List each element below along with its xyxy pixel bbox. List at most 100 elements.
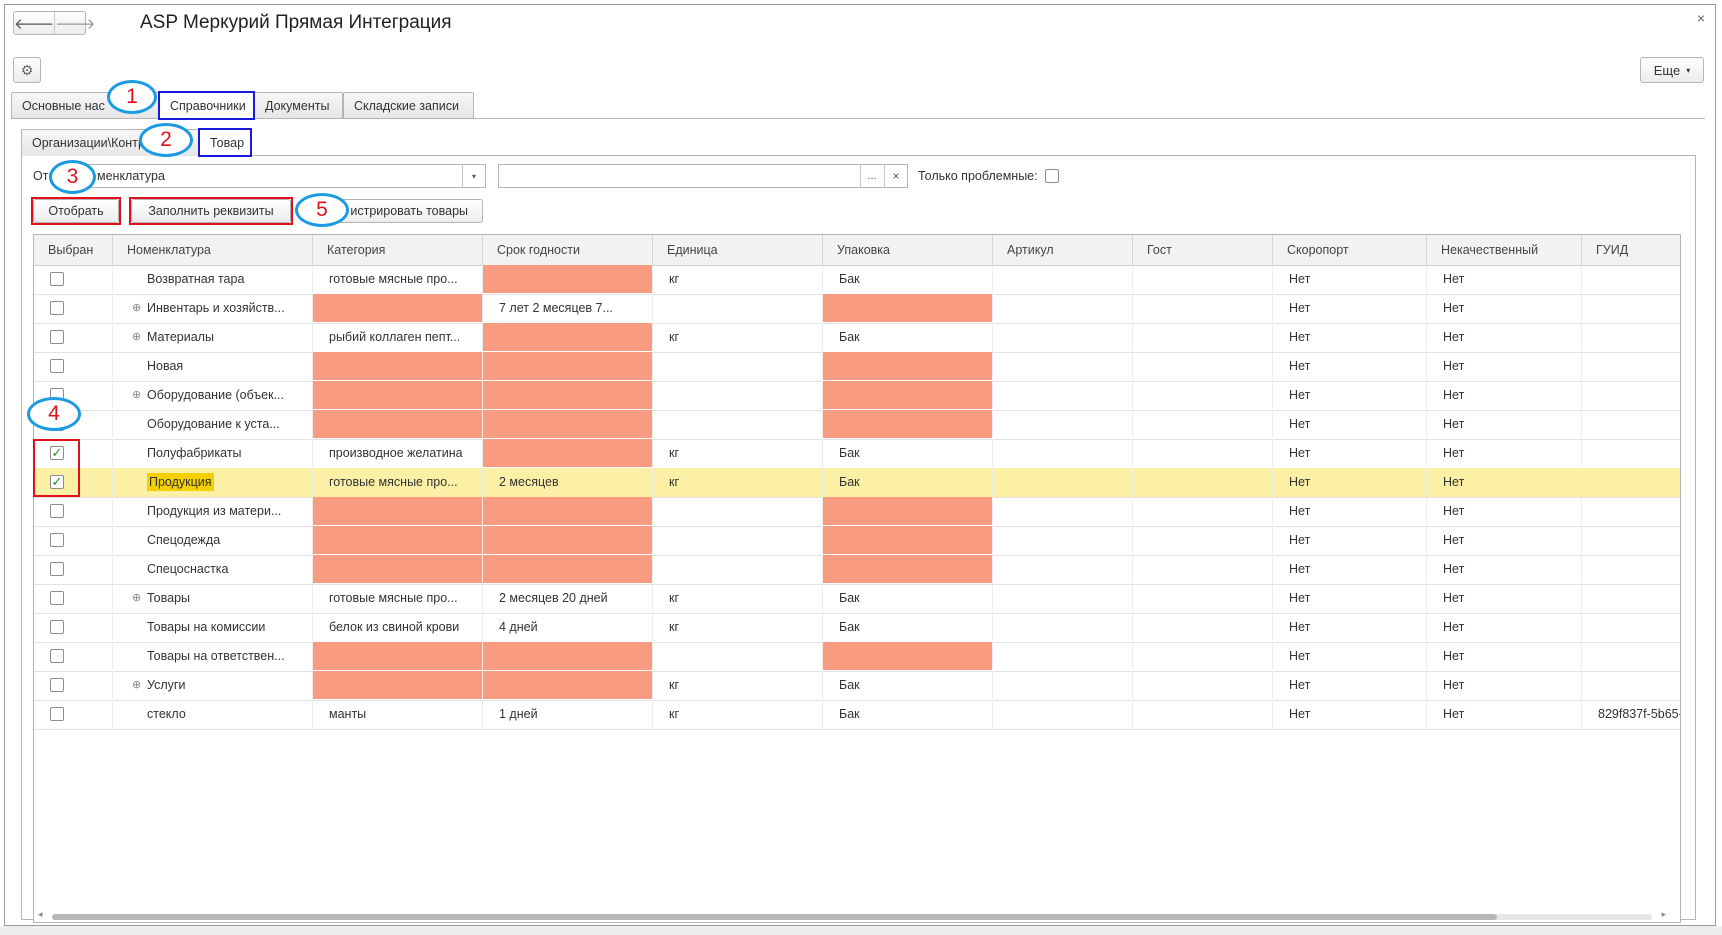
- cell-category[interactable]: [313, 294, 483, 322]
- cell-guid[interactable]: [1582, 468, 1680, 496]
- cell-defective[interactable]: Нет: [1427, 700, 1582, 728]
- cell-nomenclature[interactable]: стекло: [113, 700, 313, 728]
- horizontal-scrollbar[interactable]: ◂ ▸: [38, 909, 1666, 920]
- cell-perishable[interactable]: Нет: [1273, 323, 1427, 351]
- select-button[interactable]: Отобрать: [33, 199, 119, 223]
- cell-article[interactable]: [993, 294, 1133, 322]
- cell-perishable[interactable]: Нет: [1273, 294, 1427, 322]
- cell-shelf-life[interactable]: 2 месяцев 20 дней: [483, 584, 653, 612]
- row-checkbox[interactable]: [50, 620, 64, 634]
- cell-category[interactable]: готовые мясные про...: [313, 265, 483, 293]
- cell-gost[interactable]: [1133, 381, 1273, 409]
- close-icon[interactable]: ×: [1697, 10, 1706, 26]
- cell-unit[interactable]: кг: [653, 439, 823, 467]
- cell-shelf-life[interactable]: [483, 555, 653, 583]
- cell-package[interactable]: Бак: [823, 439, 993, 467]
- cell-gost[interactable]: [1133, 584, 1273, 612]
- forward-arrow-icon[interactable]: 🡒: [54, 12, 95, 34]
- cell-shelf-life[interactable]: [483, 352, 653, 380]
- cell-article[interactable]: [993, 555, 1133, 583]
- cell-gost[interactable]: [1133, 265, 1273, 293]
- expand-plus-icon[interactable]: ⊕: [132, 389, 142, 401]
- row-checkbox[interactable]: [50, 359, 64, 373]
- cell-shelf-life[interactable]: [483, 642, 653, 670]
- cell-defective[interactable]: Нет: [1427, 352, 1582, 380]
- row-checkbox[interactable]: ✓: [50, 474, 64, 489]
- cell-nomenclature[interactable]: Возвратная тара: [113, 265, 313, 293]
- cell-perishable[interactable]: Нет: [1273, 468, 1427, 496]
- cell-category[interactable]: [313, 352, 483, 380]
- table-row[interactable]: Оборудование к уста... Нет Нет: [34, 410, 1680, 440]
- cell-category[interactable]: [313, 410, 483, 438]
- cell-nomenclature[interactable]: Оборудование к уста...: [113, 410, 313, 438]
- cell-gost[interactable]: [1133, 410, 1273, 438]
- row-checkbox[interactable]: [50, 649, 64, 663]
- cell-category[interactable]: готовые мясные про...: [313, 584, 483, 612]
- cell-category[interactable]: готовые мясные про...: [313, 468, 483, 496]
- cell-package[interactable]: [823, 526, 993, 554]
- cell-shelf-life[interactable]: [483, 323, 653, 351]
- row-checkbox[interactable]: [50, 272, 64, 286]
- cell-article[interactable]: [993, 352, 1133, 380]
- cell-perishable[interactable]: Нет: [1273, 700, 1427, 728]
- cell-defective[interactable]: Нет: [1427, 613, 1582, 641]
- cell-perishable[interactable]: Нет: [1273, 410, 1427, 438]
- cell-guid[interactable]: 829f837f-5b65-489: [1582, 700, 1680, 728]
- cell-category[interactable]: [313, 555, 483, 583]
- cell-category[interactable]: [313, 497, 483, 525]
- cell-unit[interactable]: кг: [653, 323, 823, 351]
- cell-package[interactable]: Бак: [823, 700, 993, 728]
- cell-package[interactable]: [823, 555, 993, 583]
- tab-warehouse-records[interactable]: Складские записи: [343, 92, 474, 118]
- cell-perishable[interactable]: Нет: [1273, 613, 1427, 641]
- expand-plus-icon[interactable]: ⊕: [132, 331, 142, 343]
- cell-article[interactable]: [993, 700, 1133, 728]
- cell-package[interactable]: Бак: [823, 671, 993, 699]
- cell-guid[interactable]: [1582, 410, 1680, 438]
- table-row[interactable]: Новая Нет Нет: [34, 352, 1680, 382]
- cell-unit[interactable]: [653, 555, 823, 583]
- clear-icon[interactable]: ×: [884, 165, 907, 187]
- cell-article[interactable]: [993, 439, 1133, 467]
- cell-category[interactable]: манты: [313, 700, 483, 728]
- cell-nomenclature[interactable]: ⊕ Оборудование (объек...: [113, 381, 313, 409]
- cell-article[interactable]: [993, 323, 1133, 351]
- cell-gost[interactable]: [1133, 526, 1273, 554]
- cell-perishable[interactable]: Нет: [1273, 352, 1427, 380]
- cell-guid[interactable]: [1582, 613, 1680, 641]
- cell-defective[interactable]: Нет: [1427, 265, 1582, 293]
- cell-unit[interactable]: [653, 352, 823, 380]
- select-dots-icon[interactable]: ...: [860, 165, 883, 187]
- table-row[interactable]: Товары на комиссии белок из свиной крови 4…: [34, 613, 1680, 643]
- cell-shelf-life[interactable]: [483, 497, 653, 525]
- cell-unit[interactable]: кг: [653, 613, 823, 641]
- cell-article[interactable]: [993, 613, 1133, 641]
- table-row[interactable]: Спецоснастка Нет Нет: [34, 555, 1680, 585]
- cell-gost[interactable]: [1133, 323, 1273, 351]
- row-checkbox[interactable]: [50, 591, 64, 605]
- cell-defective[interactable]: Нет: [1427, 526, 1582, 554]
- filter-combo[interactable]: менклатура ▾: [88, 164, 486, 188]
- table-row[interactable]: ⊕ Товары готовые мясные про... 2 месяцев 20…: [34, 584, 1680, 614]
- cell-shelf-life[interactable]: [483, 410, 653, 438]
- cell-package[interactable]: [823, 381, 993, 409]
- cell-article[interactable]: [993, 671, 1133, 699]
- chevron-down-icon[interactable]: ▾: [462, 165, 485, 187]
- table-row[interactable]: ✓ Полуфабрикаты производное желатина кг Бак Н…: [34, 439, 1680, 469]
- cell-shelf-life[interactable]: [483, 381, 653, 409]
- cell-gost[interactable]: [1133, 439, 1273, 467]
- table-row[interactable]: ⊕ Оборудование (объек... Нет Нет: [34, 381, 1680, 411]
- cell-shelf-life[interactable]: 4 дней: [483, 613, 653, 641]
- cell-shelf-life[interactable]: [483, 526, 653, 554]
- expand-plus-icon[interactable]: ⊕: [132, 679, 142, 691]
- settings-button[interactable]: ⚙: [13, 57, 41, 83]
- cell-category[interactable]: [313, 642, 483, 670]
- cell-gost[interactable]: [1133, 700, 1273, 728]
- cell-nomenclature[interactable]: ⊕ Материалы: [113, 323, 313, 351]
- cell-category[interactable]: [313, 526, 483, 554]
- cell-defective[interactable]: Нет: [1427, 294, 1582, 322]
- cell-guid[interactable]: [1582, 323, 1680, 351]
- cell-perishable[interactable]: Нет: [1273, 497, 1427, 525]
- table-row[interactable]: ✓ Продукция готовые мясные про... 2 месяцев…: [34, 468, 1680, 498]
- cell-article[interactable]: [993, 497, 1133, 525]
